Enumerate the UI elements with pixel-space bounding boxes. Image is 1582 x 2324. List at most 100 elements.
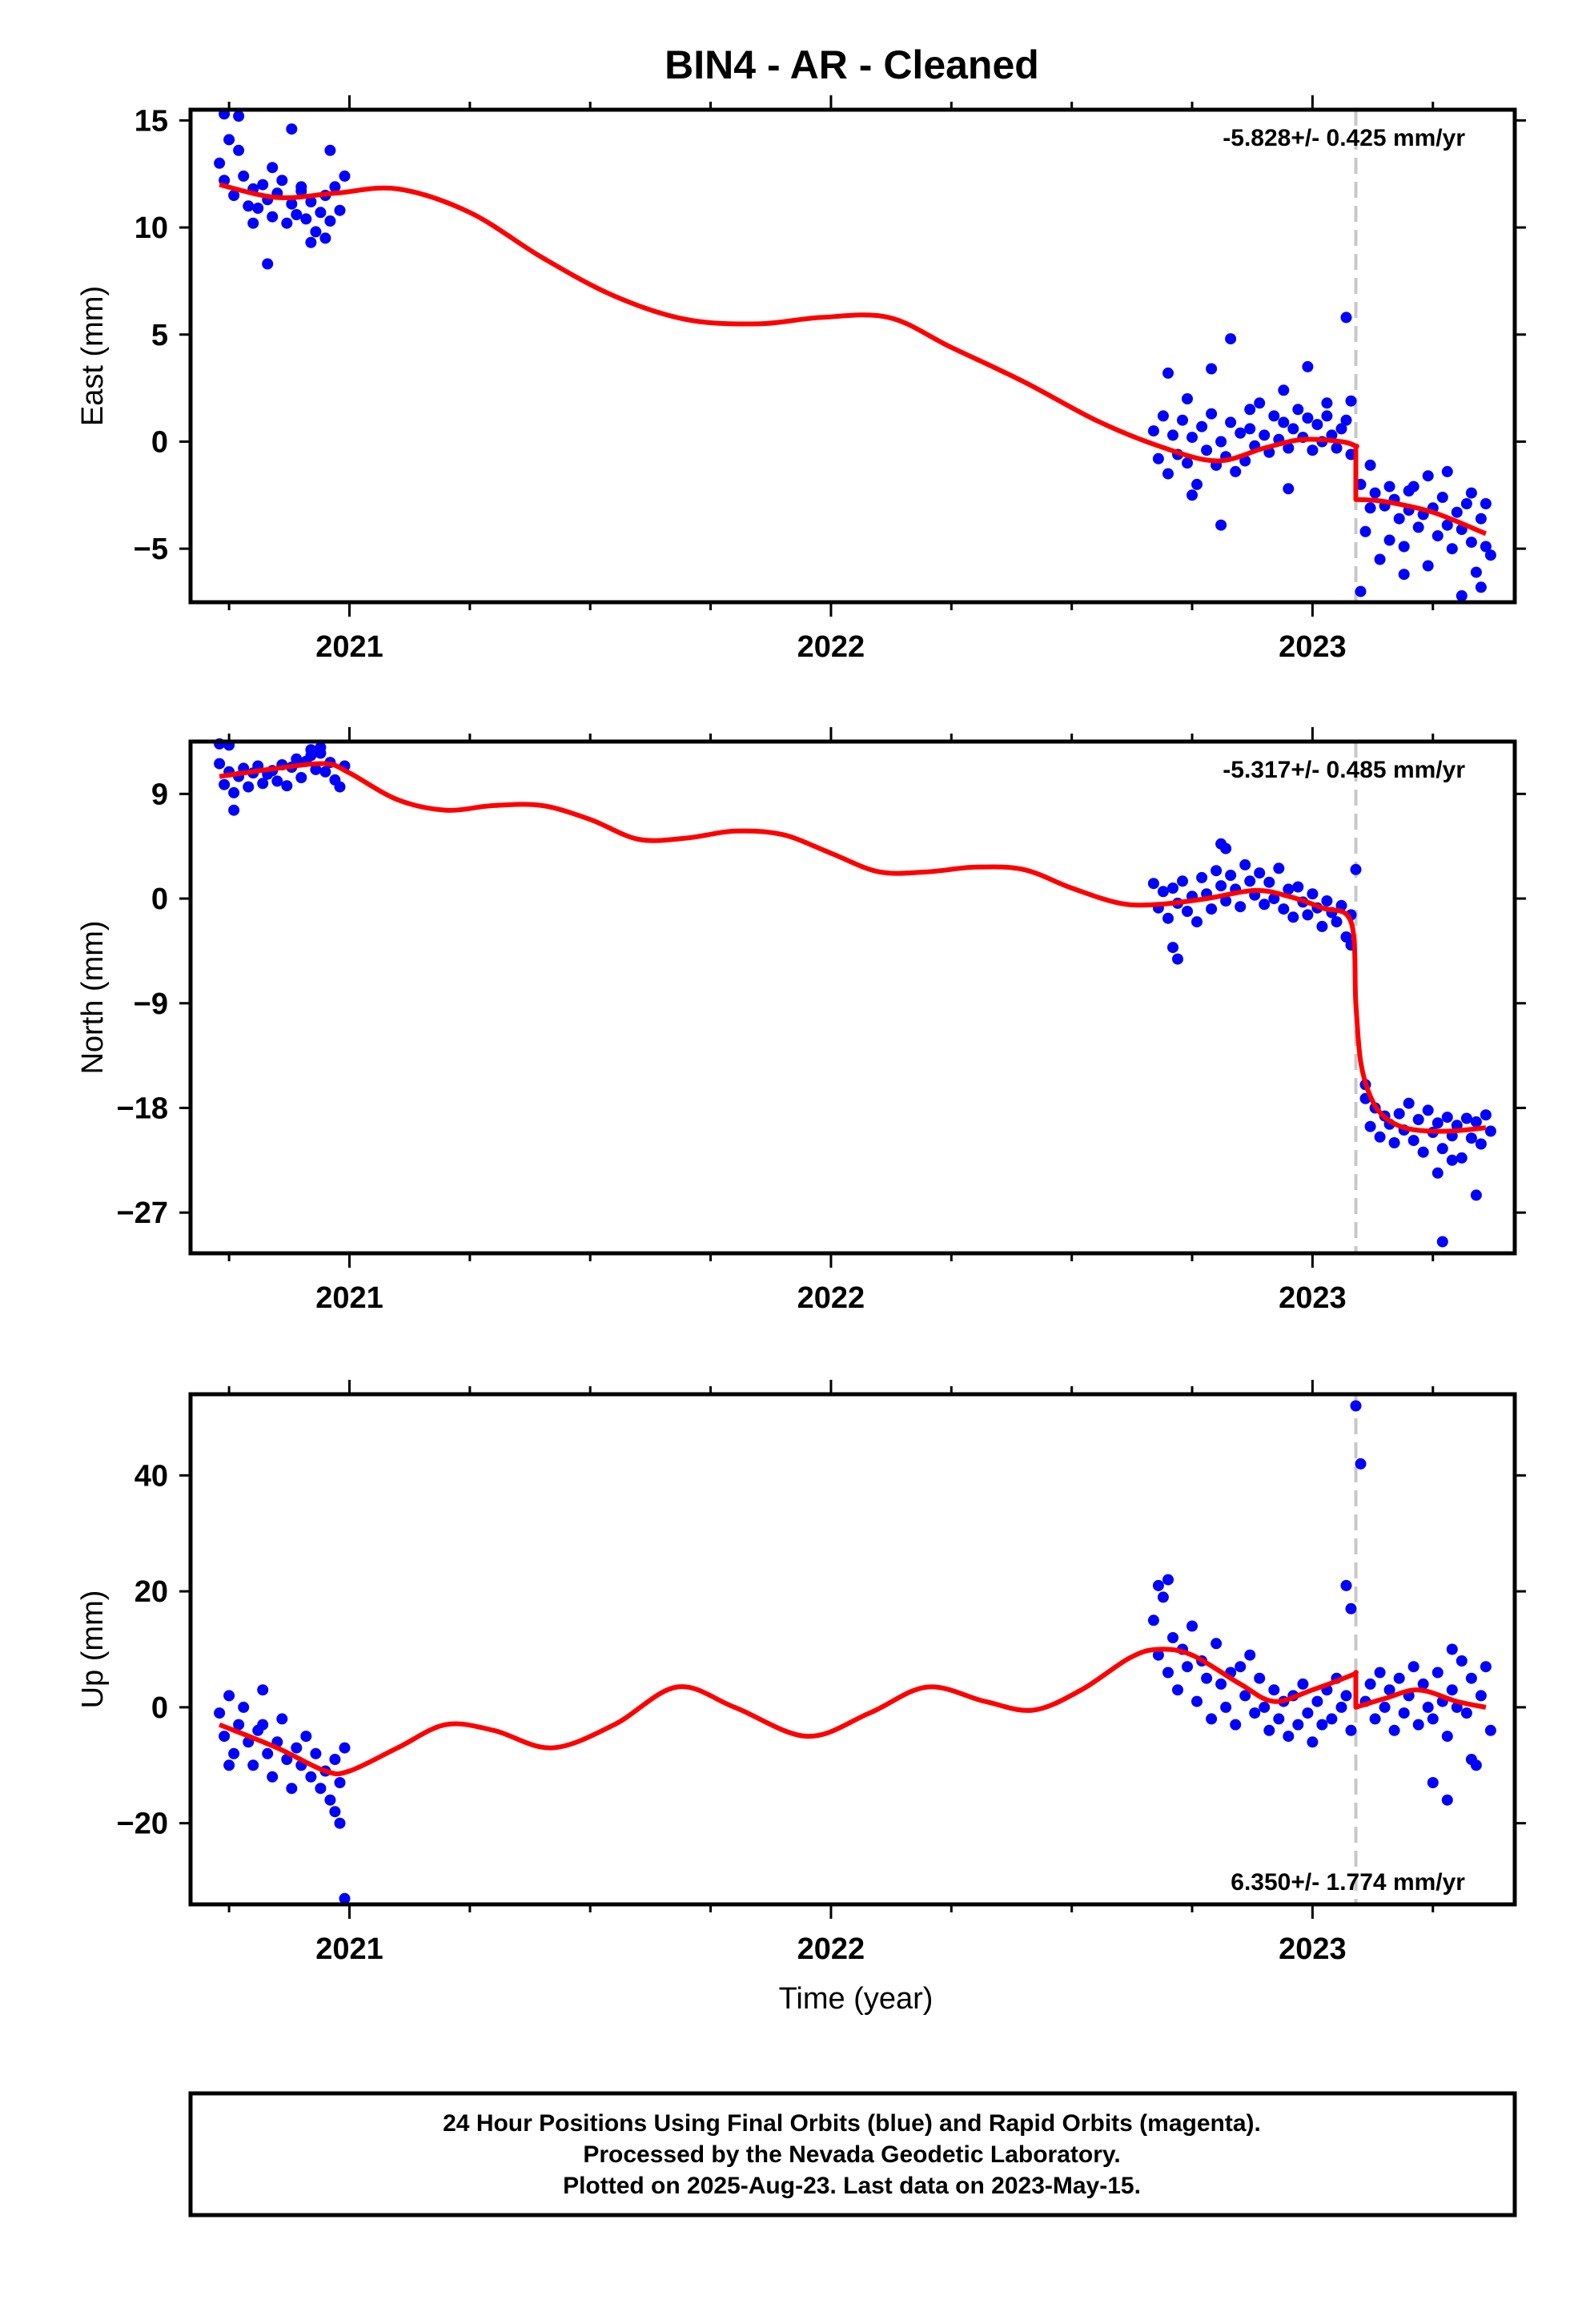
north-data-point xyxy=(1484,1125,1496,1137)
north-model-line xyxy=(219,761,1487,1134)
east-data-point xyxy=(1215,519,1227,531)
up-data-point xyxy=(1152,1649,1164,1661)
up-data-point xyxy=(1220,1701,1232,1713)
up-data-point xyxy=(1157,1591,1169,1603)
east-data-point xyxy=(1364,502,1376,514)
north-data-point xyxy=(295,772,307,783)
east-data-point xyxy=(1335,423,1347,435)
up-data-point xyxy=(315,1783,327,1795)
east-data-point xyxy=(305,196,317,207)
east-data-point xyxy=(1259,429,1271,441)
north-data-point xyxy=(1283,883,1295,895)
east-data-point xyxy=(223,134,235,146)
east-data-point xyxy=(1225,333,1237,345)
up-data-point xyxy=(1326,1713,1338,1725)
up-data-point xyxy=(300,1731,312,1743)
up-data-point xyxy=(1345,1602,1357,1614)
east-data-point xyxy=(1369,487,1381,499)
east-data-point xyxy=(1182,393,1193,404)
east-data-point xyxy=(1393,513,1405,525)
up-data-point xyxy=(1235,1661,1247,1673)
north-x-tick-label: 2021 xyxy=(315,1281,383,1315)
up-data-point xyxy=(233,1719,245,1731)
east-data-point xyxy=(1162,468,1174,480)
north-data-point xyxy=(1211,865,1223,877)
north-data-point xyxy=(1475,1138,1487,1150)
up-data-point xyxy=(1335,1701,1347,1713)
up-data-point xyxy=(1307,1736,1319,1748)
east-data-point xyxy=(1403,485,1415,497)
east-data-point xyxy=(1475,513,1487,525)
up-data-point xyxy=(1302,1707,1314,1719)
east-data-point xyxy=(1345,395,1357,407)
up-data-point xyxy=(1215,1678,1227,1690)
east-data-point xyxy=(1441,465,1453,477)
up-data-point xyxy=(281,1754,293,1765)
up-data-point xyxy=(267,1771,279,1783)
up-data-point xyxy=(1475,1690,1487,1702)
east-data-point xyxy=(315,207,327,219)
footer-line-2: Processed by the Nevada Geodetic Laborat… xyxy=(583,2141,1120,2168)
east-data-point xyxy=(252,203,264,214)
east-data-point xyxy=(228,190,240,201)
east-data-point xyxy=(1186,489,1198,501)
up-data-point xyxy=(1273,1713,1285,1725)
panel-north: −27 −18 −9 0 9 2021 2022 2023 North (mm) -5.317+/… xyxy=(76,727,1526,1315)
north-data-point xyxy=(291,753,303,765)
up-data-point xyxy=(1340,1690,1352,1702)
up-data-point xyxy=(1374,1667,1386,1679)
east-data-point xyxy=(1307,444,1319,456)
north-data-point xyxy=(315,742,327,754)
east-data-point xyxy=(1186,432,1198,444)
east-data-point xyxy=(339,170,351,182)
east-x-tick-label: 2023 xyxy=(1279,630,1347,664)
up-data-point xyxy=(1446,1684,1458,1696)
east-y-tick-label: 10 xyxy=(135,211,168,245)
up-data-point xyxy=(1456,1655,1468,1667)
east-data-point xyxy=(1215,436,1227,448)
east-data-point xyxy=(1283,483,1295,495)
north-data-point xyxy=(1225,870,1237,881)
east-data-point xyxy=(1431,530,1443,542)
up-data-point xyxy=(1152,1579,1164,1591)
up-data-point xyxy=(1393,1672,1405,1684)
east-data-point xyxy=(300,213,312,225)
east-data-point xyxy=(1278,384,1290,396)
up-data-point xyxy=(1316,1719,1328,1731)
up-data-point xyxy=(339,1742,351,1754)
east-data-point xyxy=(257,179,269,191)
figure-title: BIN4 - AR - Cleaned xyxy=(665,42,1039,87)
up-data-point xyxy=(1379,1701,1391,1713)
up-data-point xyxy=(1311,1695,1323,1707)
north-data-point xyxy=(1364,1120,1376,1132)
north-data-point xyxy=(1167,942,1178,954)
up-data-point xyxy=(1441,1731,1453,1743)
up-data-point xyxy=(1427,1777,1439,1788)
north-y-tick-label: −27 xyxy=(117,1196,168,1230)
north-data-point xyxy=(1446,1154,1458,1166)
up-data-point xyxy=(310,1747,322,1759)
east-data-point xyxy=(295,185,307,197)
east-x-tick-label: 2021 xyxy=(315,630,383,664)
east-data-point xyxy=(1287,423,1299,435)
footer-line-1: 24 Hour Positions Using Final Orbits (bl… xyxy=(443,2110,1261,2137)
east-data-point xyxy=(1268,410,1280,422)
east-data-point xyxy=(1412,521,1424,533)
east-data-point xyxy=(1460,498,1472,509)
east-data-point xyxy=(291,209,303,220)
up-model-line xyxy=(218,1647,1487,1777)
east-data-point xyxy=(1201,444,1213,456)
north-data-point xyxy=(1331,916,1343,928)
north-data-point xyxy=(271,775,283,787)
north-data-point xyxy=(1302,909,1314,921)
north-data-point xyxy=(243,781,255,793)
up-data-point xyxy=(1345,1724,1357,1736)
north-data-point xyxy=(1215,880,1227,892)
north-data-point xyxy=(1412,1114,1424,1125)
up-data-point xyxy=(1268,1684,1280,1696)
east-data-point xyxy=(1398,569,1410,581)
east-y-tick-label: 0 xyxy=(151,425,168,459)
north-data-point xyxy=(1235,901,1247,913)
north-y-tick-label: 0 xyxy=(151,883,168,916)
east-data-point xyxy=(1422,470,1434,482)
